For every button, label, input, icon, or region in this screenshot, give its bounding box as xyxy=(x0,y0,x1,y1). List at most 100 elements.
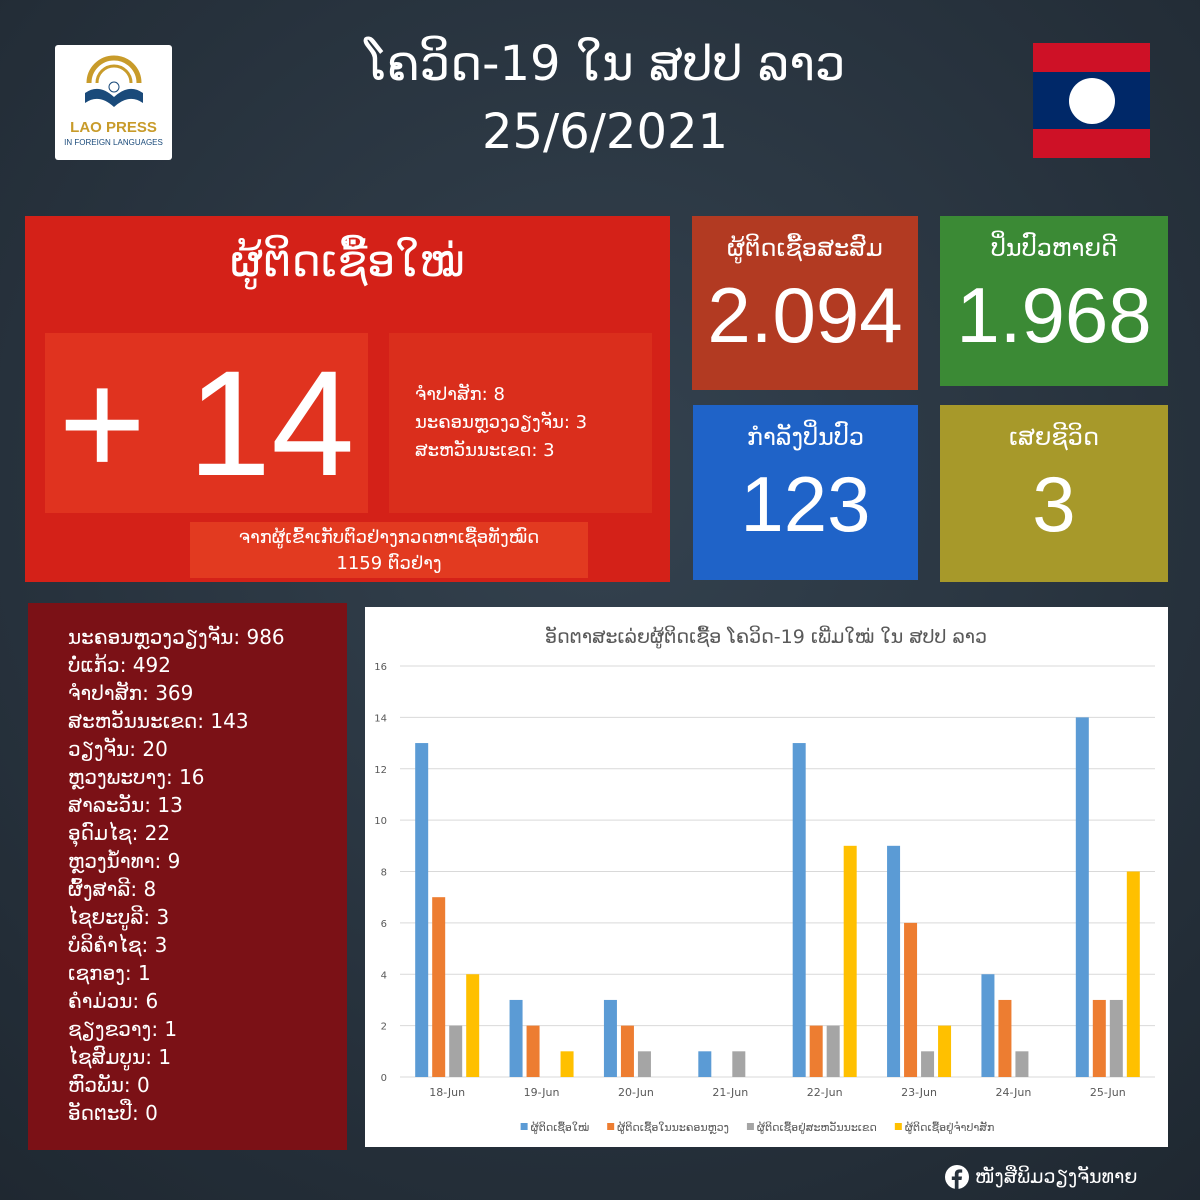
province-item: ເຊກອງ: 1 xyxy=(68,961,151,985)
bar xyxy=(809,1025,823,1077)
x-tick-label: 21-Jun xyxy=(712,1086,748,1099)
bar xyxy=(560,1051,574,1077)
breakdown-item: ຈຳປາສັກ: 8 xyxy=(415,384,505,405)
facebook-icon[interactable] xyxy=(945,1165,969,1189)
province-item: ຫົວພັນ: 0 xyxy=(68,1073,150,1097)
laos-flag-icon xyxy=(1033,43,1150,158)
x-tick-label: 25-Jun xyxy=(1090,1086,1126,1099)
y-tick-label: 0 xyxy=(381,1073,387,1084)
bar xyxy=(698,1051,712,1077)
chart-title: ອັດຕາສະເລ່ຍຜູ້ຕິດເຊື້ອ ໂຄວິດ-19 ເພີ່ມໃໝ່… xyxy=(545,624,987,650)
province-item: ສາລະວັນ: 13 xyxy=(68,793,183,817)
legend-label: ຜູ້ຕິດເຊື້ອໃໝ່ xyxy=(531,1121,590,1134)
footer: ໜັງສືພິມວຽງຈັນທາຍ xyxy=(945,1165,1137,1189)
province-item: ໄຊສົມບູນ: 1 xyxy=(68,1045,172,1069)
logo-name: LAO PRESS xyxy=(70,119,157,136)
bar xyxy=(509,999,523,1077)
recovered-card: ປິ່ນປົວຫາຍດີ 1.968 xyxy=(940,216,1168,386)
province-item: ຜົ້ງສາລີ: 8 xyxy=(68,877,157,901)
stat-label: ເສຍຊີວິດ xyxy=(1008,423,1100,451)
bar xyxy=(620,1025,634,1077)
stat-label: ກຳລັງປິ່ນປົວ xyxy=(746,423,865,451)
province-list: ນະຄອນຫຼວງວຽງຈັນ: 986 ບໍ່ແກ້ວ: 492 ຈຳປາສັກ:… xyxy=(28,603,347,1150)
date-text: 25/6/2021 xyxy=(481,104,729,160)
bar xyxy=(887,845,901,1077)
bar xyxy=(1075,717,1089,1077)
tests-count: 1159 ຕົວຢ່າງ xyxy=(336,553,442,574)
logo-subtitle: IN FOREIGN LANGUAGES xyxy=(64,138,163,147)
bar xyxy=(415,743,429,1077)
x-tick-label: 20-Jun xyxy=(618,1086,654,1099)
breakdown-item: ນະຄອນຫຼວງວຽງຈັນ: 3 xyxy=(415,412,588,433)
legend-label: ຜູ້ຕິດເຊື້ອໃນນະຄອນຫຼວງ xyxy=(617,1121,729,1134)
province-item: ຄຳມ່ວນ: 6 xyxy=(68,989,159,1013)
bar xyxy=(526,1025,540,1077)
legend-label: ຜູ້ຕິດເຊື້ອຢູ່ສະຫວັນນະເຂດ xyxy=(757,1121,877,1134)
legend-swatch xyxy=(894,1123,902,1130)
bar xyxy=(921,1051,935,1077)
new-cases-label: ຜູ້ຕິດເຊື້ອໃໝ່ xyxy=(230,236,465,287)
province-item: ຊຽງຂວາງ: 1 xyxy=(68,1017,178,1041)
bar xyxy=(826,1025,840,1077)
bar xyxy=(732,1051,746,1077)
province-item: ອັດຕະປື: 0 xyxy=(68,1101,158,1125)
bar xyxy=(449,1025,463,1077)
province-item: ວຽງຈັນ: 20 xyxy=(68,737,168,761)
legend-swatch xyxy=(607,1123,615,1130)
bar-chart: ອັດຕາສະເລ່ຍຜູ້ຕິດເຊື້ອ ໂຄວິດ-19 ເພີ່ມໃໝ່… xyxy=(365,607,1168,1147)
y-tick-label: 4 xyxy=(381,970,387,981)
title-text: ໂຄວິດ-19 ໃນ ສປປ ລາວ xyxy=(364,36,846,92)
x-tick-label: 24-Jun xyxy=(996,1086,1032,1099)
y-tick-label: 2 xyxy=(381,1022,387,1033)
bar xyxy=(466,974,480,1077)
cumulative-cases-card: ຜູ້ຕິດເຊື້ອສະສົມ 2.094 xyxy=(692,216,918,390)
bar xyxy=(981,974,995,1077)
breakdown-item: ສະຫວັນນະເຂດ: 3 xyxy=(415,440,555,461)
legend-swatch xyxy=(520,1123,528,1130)
province-item: ສະຫວັນນະເຂດ: 143 xyxy=(68,709,249,733)
stat-value: 3 xyxy=(1032,460,1076,548)
province-item: ໄຊຍະບູລີ: 3 xyxy=(68,905,170,929)
x-tick-label: 19-Jun xyxy=(524,1086,560,1099)
province-item: ນະຄອນຫຼວງວຽງຈັນ: 986 xyxy=(68,625,285,649)
province-item: ບໍລິຄຳໄຊ: 3 xyxy=(68,933,168,957)
bar xyxy=(603,999,617,1077)
bar xyxy=(792,743,806,1077)
province-item: ຫຼວງນ້ຳທາ: 9 xyxy=(68,849,181,873)
province-item: ຈຳປາສັກ: 369 xyxy=(68,681,194,705)
bar xyxy=(938,1025,952,1077)
bar xyxy=(998,999,1012,1077)
bar xyxy=(432,897,446,1077)
stat-value: 123 xyxy=(740,460,871,548)
y-tick-label: 6 xyxy=(381,919,387,930)
under-treatment-card: ກຳລັງປິ່ນປົວ 123 xyxy=(693,405,918,580)
new-cases-breakdown: ຈຳປາສັກ: 8 ນະຄອນຫຼວງວຽງຈັນ: 3 ສະຫວັນນະເຂ… xyxy=(389,333,652,513)
legend-label: ຜູ້ຕິດເຊື້ອຢູ່ຈຳປາສັກ xyxy=(905,1121,995,1134)
bar xyxy=(1092,999,1106,1077)
y-tick-label: 16 xyxy=(374,662,387,673)
province-item: ຫຼວງພະບາງ: 16 xyxy=(68,765,205,789)
stat-value: 2.094 xyxy=(707,271,903,359)
globe-book-icon xyxy=(85,55,143,107)
province-item: ອຸດົມໄຊ: 22 xyxy=(68,821,171,845)
new-cases-value: + 14 xyxy=(45,333,368,513)
stat-label: ປິ່ນປົວຫາຍດີ xyxy=(990,234,1118,262)
y-tick-label: 14 xyxy=(374,713,387,724)
chart-svg: ອັດຕາສະເລ່ຍຜູ້ຕິດເຊື້ອ ໂຄວິດ-19 ເພີ່ມໃໝ່… xyxy=(374,624,1155,1134)
bar xyxy=(1126,871,1140,1077)
page-title: ໂຄວິດ-19 ໃນ ສປປ ລາວ 25/6/2021 xyxy=(250,30,960,166)
bar xyxy=(1109,999,1123,1077)
bar xyxy=(637,1051,651,1077)
footer-text: ໜັງສືພິມວຽງຈັນທາຍ xyxy=(975,1166,1138,1188)
tests-line: ຈາກຜູ້ເຂົ້າເກັບຕົວຢ່າງກວດຫາເຊື້ອທັງໝົດ xyxy=(238,527,540,548)
tests-caption: ຈາກຜູ້ເຂົ້າເກັບຕົວຢ່າງກວດຫາເຊື້ອທັງໝົດ 1… xyxy=(190,522,588,578)
province-item: ບໍ່ແກ້ວ: 492 xyxy=(68,653,171,677)
lao-press-logo: LAO PRESS IN FOREIGN LANGUAGES xyxy=(55,45,172,160)
y-tick-label: 8 xyxy=(381,868,387,879)
new-cases-panel: ຜູ້ຕິດເຊື້ອໃໝ່ + 14 ຈຳປາສັກ: 8 ນະຄອນຫຼວງ… xyxy=(25,216,670,582)
x-tick-label: 22-Jun xyxy=(807,1086,843,1099)
x-tick-label: 23-Jun xyxy=(901,1086,937,1099)
bar xyxy=(843,845,857,1077)
x-tick-label: 18-Jun xyxy=(429,1086,465,1099)
bar xyxy=(904,922,918,1077)
